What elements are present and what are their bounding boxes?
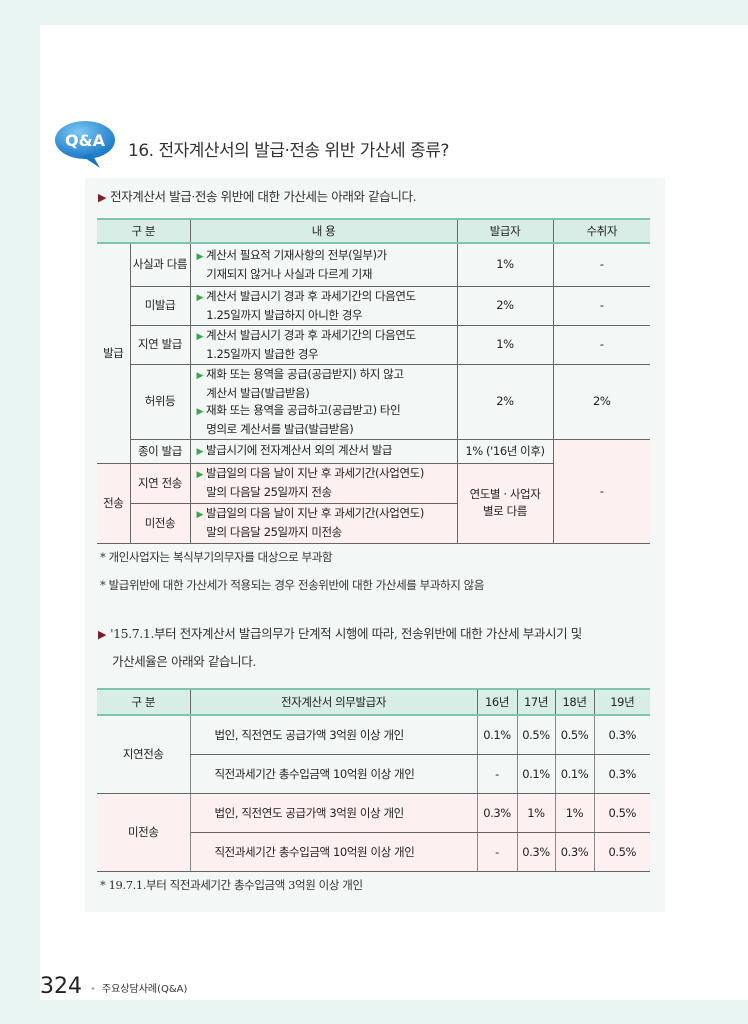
content-cell: ▶ 계산서 필요적 기재사항의 전부(일부)가 기재되지 않거나 사실과 다르게 …: [189, 242, 458, 287]
rate-cell: 1%: [554, 793, 595, 833]
rate-cell: 0.5%: [516, 714, 556, 755]
group-cell: 미전송: [97, 793, 191, 872]
rate-cell: 0.3%: [476, 793, 518, 833]
table-row: 지연 발급 ▶ 계산서 발급시기 경과 후 과세기간의 다음연도 1.25일까지 …: [97, 324, 650, 365]
issuer-cell: 1%: [456, 242, 554, 287]
table-row: 미발급 ▶ 계산서 발급시기 경과 후 과세기간의 다음연도 1.25일까지 발급…: [97, 285, 650, 326]
type-cell: 지연 발급: [129, 324, 191, 365]
triangle-bullet-icon: ▶: [98, 628, 107, 641]
table-header: 구 분 전자계산서 의무발급자 16년 17년 18년 19년: [97, 688, 650, 716]
lead-1-text: 전자계산서 발급·전송 위반에 대한 가산세는 아래와 같습니다.: [110, 189, 417, 204]
table-row: 전송 지연 전송 ▶ 발급일의 다음 날이 지난 후 과세기간(사업연도) 말의 …: [97, 462, 650, 544]
rate-cell: 0.3%: [516, 832, 556, 872]
header-cell: 구 분: [97, 218, 190, 244]
table-row: 미전송 법인, 직전연도 공급가액 3억원 이상 개인 0.3% 1% 1% 0.5%: [97, 793, 650, 872]
content-cell: ▶ 재화 또는 용역을 공급(공급받지) 하지 않고 계산서 발급(발급받음) ▶ 재…: [189, 363, 458, 440]
rate-cell: 0.1%: [554, 754, 595, 794]
type-cell: 미전송: [129, 502, 191, 544]
rate-table: 구 분 전자계산서 의무발급자 16년 17년 18년 19년 지연전송 법인,…: [97, 688, 650, 872]
header-cell: 내 용: [189, 218, 457, 244]
triangle-bullet-icon: ▶: [98, 191, 107, 204]
rate-cell: 0.3%: [593, 754, 650, 794]
header-cell: 수취자: [552, 218, 650, 244]
table-row: 직전과세기간 총수입금액 10억원 이상 개인 -0.3% 0.3% 0.5%: [97, 832, 650, 872]
type-cell: 미발급: [129, 285, 191, 326]
issuer-cell: 2%: [456, 363, 554, 440]
type-cell: 허위등: [129, 363, 191, 440]
rate-cell: 0.1%: [516, 754, 556, 794]
page-title: 16. 전자계산서의 발급·전송 위반 가산세 종류?: [128, 141, 449, 161]
who-cell: 법인, 직전연도 공급가액 3억원 이상 개인: [189, 714, 478, 755]
content-cell: ▶ 발급일의 다음 날이 지난 후 과세기간(사업연도) 말의 다음달 25일까지…: [189, 502, 458, 544]
rate-cell: 0.5%: [593, 793, 650, 833]
header-cell: 19년: [593, 688, 650, 716]
rate-cell: -: [476, 754, 518, 794]
content-cell: ▶ 발급시기에 전자계산서 외의 계산서 발급: [189, 438, 458, 464]
type-cell: 사실과 다름: [129, 242, 191, 287]
footer-section: • 주요상담사례(Q&A): [90, 984, 188, 995]
type-cell: 종이 발급: [129, 438, 191, 464]
issuer-cell: 1% ('16년 이후): [456, 438, 554, 464]
note-2: * 발급위반에 대한 가산세가 적용되는 경우 전송위반에 대한 가산세를 부과…: [100, 578, 485, 592]
qa-badge-icon: Q&A: [55, 121, 115, 168]
receiver-cell: -: [552, 438, 650, 544]
table-row: 종이 발급 ▶ 발급시기에 전자계산서 외의 계산서 발급 1% ('16년 이후…: [97, 438, 650, 544]
header-cell: 발급자: [456, 218, 553, 244]
who-cell: 직전과세기간 총수입금액 10억원 이상 개인: [189, 832, 478, 872]
page-number: 324: [40, 974, 82, 999]
note-1: * 개인사업자는 복식부기의무자를 대상으로 부과함: [100, 550, 333, 564]
issuer-cell: 2%: [456, 285, 554, 326]
rate-cell: 0.1%: [476, 714, 518, 755]
type-cell: 지연 전송: [129, 462, 191, 504]
lead-2b: 가산세율은 아래와 같습니다.: [112, 654, 256, 669]
table-row: 발급 사실과 다름 ▶ 계산서 필요적 기재사항의 전부(일부)가 기재되지 않거…: [97, 242, 650, 464]
svg-text:Q&A: Q&A: [65, 131, 106, 150]
group-issue: 발급: [97, 242, 131, 464]
table-header: 구 분 내 용 발급자 수취자: [97, 218, 650, 244]
lead-1: ▶ 전자계산서 발급·전송 위반에 대한 가산세는 아래와 같습니다.: [98, 186, 417, 205]
rate-cell: 0.3%: [554, 832, 595, 872]
content-cell: ▶ 계산서 발급시기 경과 후 과세기간의 다음연도 1.25일까지 발급하지 아…: [189, 285, 458, 326]
who-cell: 법인, 직전연도 공급가액 3억원 이상 개인: [189, 793, 478, 833]
group-send: 전송: [97, 462, 131, 544]
content-cell: ▶ 계산서 발급시기 경과 후 과세기간의 다음연도 1.25일까지 발급한 경우: [189, 324, 458, 365]
issuer-cell: 연도별 · 사업자 별로 다름: [456, 462, 554, 544]
rate-cell: -: [476, 832, 518, 872]
receiver-cell: 2%: [552, 363, 650, 440]
header-cell: 17년: [516, 688, 555, 716]
who-cell: 직전과세기간 총수입금액 10억원 이상 개인: [189, 754, 478, 794]
table-row: 지연전송 법인, 직전연도 공급가액 3억원 이상 개인 0.1% 0.5% 0.5…: [97, 714, 650, 794]
header-cell: 18년: [554, 688, 594, 716]
receiver-cell: -: [552, 285, 650, 326]
header-cell: 16년: [476, 688, 517, 716]
rate-cell: 1%: [516, 793, 556, 833]
lead-2: ▶ '15.7.1.부터 전자계산서 발급의무가 단계적 시행에 따라, 전송위반…: [98, 626, 582, 641]
content-cell: ▶ 발급일의 다음 날이 지난 후 과세기간(사업연도) 말의 다음달 25일까지…: [189, 462, 458, 504]
rate-cell: 0.3%: [593, 714, 650, 755]
table-row: 미전송 ▶ 발급일의 다음 날이 지난 후 과세기간(사업연도) 말의 다음달 2…: [97, 502, 650, 544]
header-cell: 구 분: [97, 688, 190, 716]
group-cell: 지연전송: [97, 714, 191, 794]
note-3: * 19.7.1.부터 직전과세기간 총수입금액 3억원 이상 개인: [100, 878, 363, 892]
header-cell: 전자계산서 의무발급자: [189, 688, 477, 716]
issuer-cell: 1%: [456, 324, 554, 365]
receiver-cell: -: [552, 242, 650, 287]
receiver-cell: -: [552, 324, 650, 365]
table-row: 직전과세기간 총수입금액 10억원 이상 개인 -0.1% 0.1% 0.3%: [97, 754, 650, 794]
rate-cell: 0.5%: [554, 714, 595, 755]
rate-cell: 0.5%: [593, 832, 650, 872]
table-row: 허위등 ▶ 재화 또는 용역을 공급(공급받지) 하지 않고 계산서 발급(발급받…: [97, 363, 650, 440]
penalty-table: 구 분 내 용 발급자 수취자 발급 사실과 다름 ▶ 계산서 필요적 기재사항의…: [97, 218, 650, 544]
